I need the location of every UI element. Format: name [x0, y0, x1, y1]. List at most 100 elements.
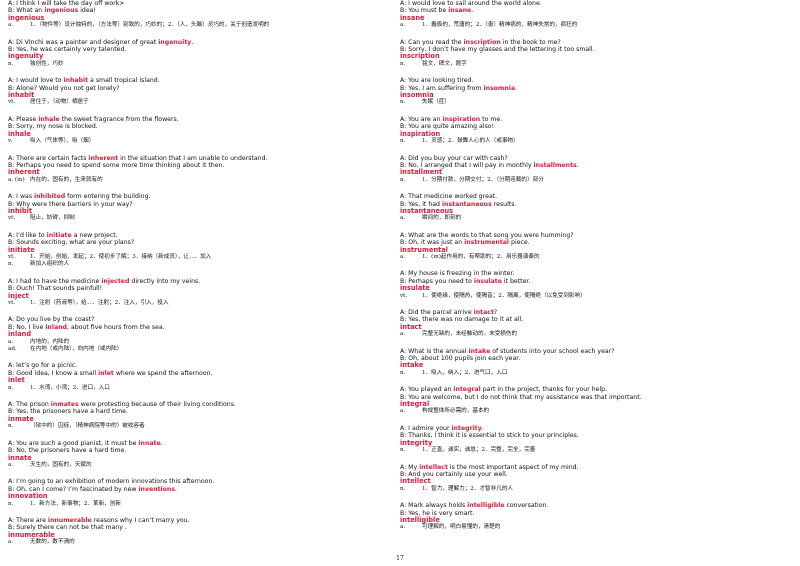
definition-line: n. 1．吸入，纳入；2．进气口，入口	[400, 370, 785, 377]
dialogue-line-a: A: Please inhale the sweet fragrance fro…	[8, 116, 393, 123]
definition-line: n. 铭文，碑文，题字	[400, 61, 785, 68]
dialogue-line-a: A: Mark always holds intelligible conver…	[400, 502, 785, 509]
dialogue-line-a: A: You played an integral part in the pr…	[400, 386, 785, 393]
dialogue-line-a: A: My intellect is the most important as…	[400, 464, 785, 471]
dialogue-line-a: A: You are an inspiration to me.	[400, 116, 785, 123]
vocab-entry: A: My intellect is the most important as…	[400, 464, 785, 494]
dialogue-line-a: A: Do you live by the coast?	[8, 316, 393, 323]
vocab-entry: A: I would love to sail around the world…	[400, 0, 785, 30]
sentence-text: of students into your school each year?	[490, 347, 615, 355]
highlight-word: intact	[473, 309, 494, 316]
dialogue-line-a: A: I was inhibited form entering the bui…	[8, 193, 393, 200]
sentence-text: B: Perhaps you need to spend some more t…	[8, 161, 225, 169]
left-column: A: I think I will take the day off work>…	[8, 0, 393, 547]
definition-line: a. 构成整体所必需的，基本的	[400, 408, 785, 415]
part-of-speech: vt.	[8, 215, 16, 222]
sentence-text: A: I’d like to	[8, 231, 47, 239]
sentence-text: .	[515, 84, 518, 92]
highlight-word: ingenuity	[158, 38, 192, 46]
sentence-text: A: You played an	[400, 386, 454, 394]
sentence-text: B: Surely there can not be that many .	[8, 524, 127, 532]
headword: inhale	[8, 129, 31, 138]
definition-text: 无数的，数不清的	[30, 539, 75, 546]
headword: instrumental	[400, 245, 448, 254]
sentence-text: conversation.	[504, 502, 549, 510]
part-of-speech: a.	[400, 22, 406, 29]
definition-text: 1．正直，诚实，诚恳；2．完整，完全，完善	[422, 447, 536, 454]
sentence-text: B: Yes, it had	[400, 200, 442, 208]
sentence-text: part in the project, thanks for your hel…	[480, 386, 608, 394]
dialogue-line-a: A: let’s go for a picnic.	[8, 362, 393, 369]
sentence-text: results.	[491, 200, 517, 208]
sentence-text: a small tropical island.	[88, 77, 160, 85]
sentence-text: , about five hours from the sea.	[66, 323, 165, 331]
definition-line: n. 1．分期付款，分期交付；2．（分期连载的）部分	[400, 177, 785, 184]
definition-text: 可理解的，明白易懂的，清楚的	[422, 524, 501, 531]
definition-line: n. 1．智力，理解力；2．才智非凡的人	[400, 486, 785, 493]
dialogue-line-a: A: I’m going to an exhibition of modern …	[8, 478, 393, 485]
definition-text: 新加入组织的人	[30, 261, 70, 268]
dialogue-line-b: B: No, I arranged that I will pay in mon…	[400, 162, 785, 169]
part-of-speech: n.	[8, 500, 14, 507]
dialogue-line-b: B: You are quite amazing also!	[400, 123, 785, 130]
highlight-word: inspiration	[442, 115, 481, 123]
sentence-text: .	[191, 38, 194, 46]
definition-line: ad. 在内地（或内陆），向内地（或内陆）	[8, 346, 393, 353]
definition-text: 完整无缺的，未经触动的，未受损伤的	[422, 331, 518, 338]
definition-text: 1．使绝缘，使隔热，使隔音；2．隔离，使隔绝（以免受到影响）	[422, 292, 586, 299]
part-of-speech: a.	[400, 331, 406, 338]
dialogue-line-b: B: What an ingenious idea!	[8, 7, 393, 14]
vocab-entry: A: You are such a good pianist, it must …	[8, 440, 393, 470]
definition-text: 1．注射（药液等），给．．．注射；2．注入，引入，投入	[30, 300, 169, 306]
definition-line: a. 完整无缺的，未经触动的，未受损伤的	[400, 331, 785, 338]
part-of-speech: ad.	[8, 346, 17, 353]
part-of-speech: v.	[8, 138, 13, 145]
dialogue-line-a: A: I had to have the medicine injected d…	[8, 278, 393, 285]
highlight-word: insane	[448, 7, 472, 15]
sentence-text: A: That medicine worked great.	[400, 193, 498, 201]
sentence-text: A: I admire your	[400, 424, 452, 432]
dialogue-line-a: A: You are looking tired.	[400, 77, 785, 84]
sentence-text: B: Sorry, I don’t have my glasses and th…	[400, 46, 595, 54]
sentence-text: A: Can you read the	[400, 38, 464, 46]
highlight-word: integrity	[451, 424, 482, 432]
sentence-text: A: My	[400, 463, 420, 471]
dialogue-line-b: B: Oh, it was just an instrumental piece…	[400, 239, 785, 246]
definition-line: n. 1．正直，诚实，诚恳；2．完整，完全，完善	[400, 447, 785, 454]
sentence-text: A: Did the parcel arrive	[400, 309, 474, 316]
vocab-entry: A: I was inhibited form entering the bui…	[8, 193, 393, 223]
sentence-text: B: Ouch! That sounds painfull!	[8, 285, 103, 293]
dialogue-line-b: B: Surely there can not be that many .	[8, 524, 393, 531]
headword: insane	[400, 13, 425, 22]
definition-text: 1．吸入，纳入；2．进气口，入口	[422, 369, 508, 376]
part-of-speech: n.	[8, 384, 14, 391]
highlight-word: innumerable	[47, 516, 92, 524]
dialogue-line-b: B: Perhaps you need to insulate it bette…	[400, 278, 785, 285]
part-of-speech: n.	[400, 60, 406, 67]
highlight-word: intake	[468, 347, 491, 355]
definition-text: 1．智力，理解力；2．才智非凡的人	[422, 485, 514, 492]
definition-line: a. 1．蠢极的，荒唐的；2．（患）精神病的，精神失常的，疯狂的	[400, 22, 785, 29]
vocab-entry: A: Did you buy your car with cash? B: No,…	[400, 155, 785, 185]
sentence-text: A: I think I will take the day off work>	[8, 0, 125, 7]
sentence-text: A: Did you buy your car with cash?	[400, 154, 508, 162]
sentence-text: B: Sorry, my nose is blocked.	[8, 123, 98, 131]
part-of-speech: n.	[400, 447, 406, 454]
part-of-speech: a.	[8, 461, 14, 468]
vocab-entry: A: You are looking tired. B: Yes, I am su…	[400, 77, 785, 107]
vocab-entry: A: I’m going to an exhibition of modern …	[8, 478, 393, 508]
dialogue-line-b: B: Oh, can I come? I’m fascinated by new…	[8, 486, 393, 493]
definition-text: 失眠（症）	[422, 99, 450, 106]
vocab-entry: A: Do you live by the coast? B: No, I liv…	[8, 316, 393, 353]
sentence-text: .	[175, 485, 177, 493]
vocab-entry: A: There are innumerable reasons why I c…	[8, 517, 393, 547]
vocab-entry: A: let’s go for a picnic. B: Good idea, I…	[8, 362, 393, 392]
headword: inlet	[8, 376, 25, 385]
sentence-text: A: Di VInchi was a painter and designer …	[8, 38, 159, 46]
dialogue-line-b: B: Yes, he was certainly very talented.	[8, 46, 393, 53]
highlight-word: inhabit	[63, 77, 89, 85]
sentence-text: A: You are an	[400, 115, 443, 123]
sentence-text: A: I would love to sail around the world…	[400, 0, 542, 7]
sentence-text: B: And you certainly use your well.	[400, 470, 508, 478]
dialogue-line-a: A: I think I will take the day off work>	[8, 0, 393, 7]
